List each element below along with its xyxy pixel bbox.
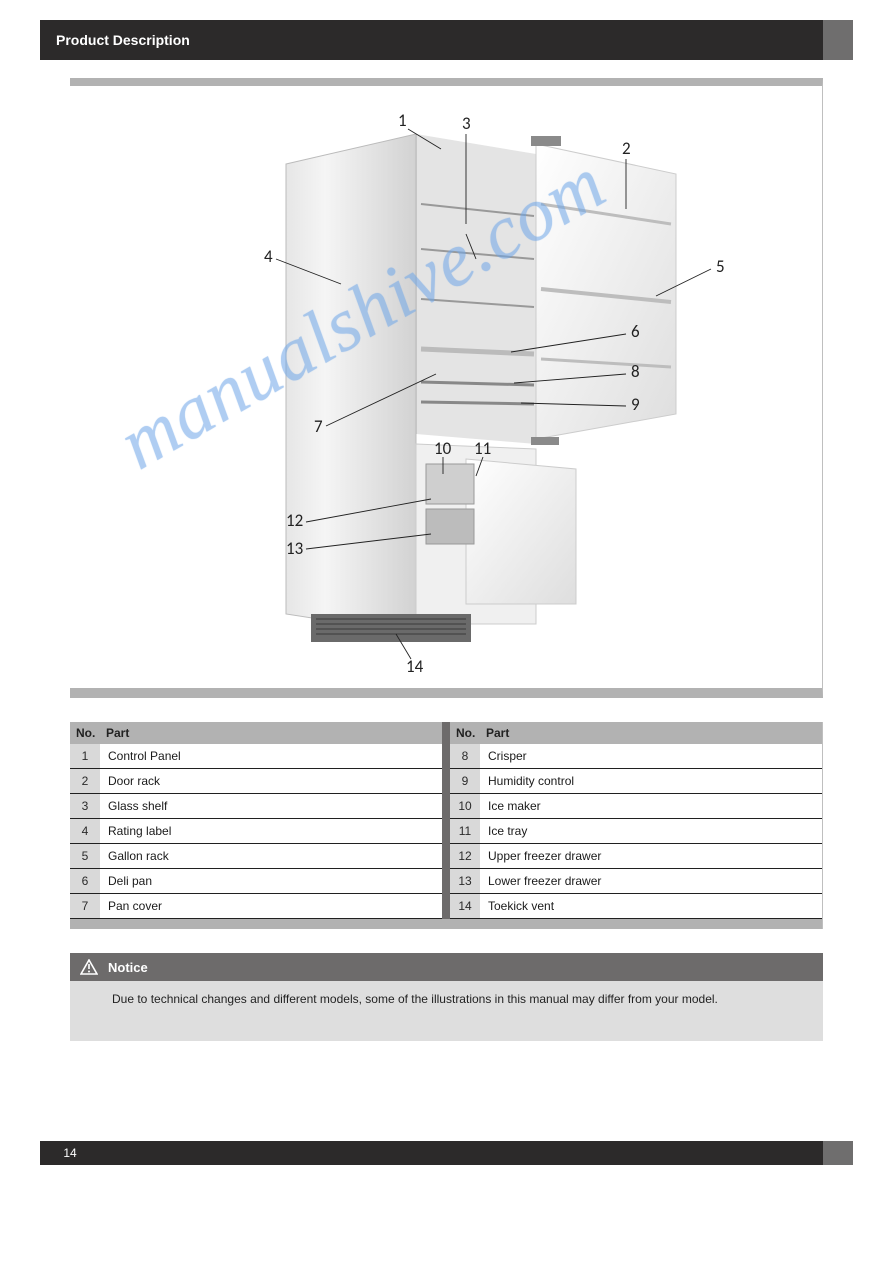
part-number: 2 [70, 769, 100, 793]
callout-7: 7 [314, 416, 323, 437]
parts-table: No. Part No. Part 1Control Panel 2Door r… [70, 722, 823, 929]
col-header-part-left: Part [100, 722, 442, 744]
callout-4: 4 [264, 246, 273, 267]
table-row: 4Rating label [70, 819, 442, 844]
part-number: 1 [70, 744, 100, 768]
table-row: 12Upper freezer drawer [450, 844, 822, 869]
part-number: 12 [450, 844, 480, 868]
parts-left-column: 1Control Panel 2Door rack 3Glass shelf 4… [70, 744, 442, 919]
table-row: 6Deli pan [70, 869, 442, 894]
callout-10: 10 [434, 438, 452, 459]
footer-accent [823, 1141, 853, 1165]
part-number: 14 [450, 894, 480, 918]
callout-1: 1 [398, 110, 407, 131]
table-row: 3Glass shelf [70, 794, 442, 819]
part-name: Lower freezer drawer [480, 874, 822, 888]
part-name: Deli pan [100, 874, 442, 888]
table-row: 11Ice tray [450, 819, 822, 844]
part-number: 8 [450, 744, 480, 768]
page-number: 14 [40, 1141, 100, 1165]
warning-icon [80, 959, 98, 975]
table-row: 10Ice maker [450, 794, 822, 819]
callout-8: 8 [631, 361, 640, 382]
part-name: Control Panel [100, 749, 442, 763]
part-name: Crisper [480, 749, 822, 763]
notice-panel: Notice Due to technical changes and diff… [70, 953, 823, 1041]
part-name: Pan cover [100, 899, 442, 913]
part-name: Door rack [100, 774, 442, 788]
callout-5: 5 [716, 256, 725, 277]
section-header-bar: Product Description [40, 20, 853, 60]
col-header-no-left: No. [70, 722, 100, 744]
part-name: Ice tray [480, 824, 822, 838]
table-row: 7Pan cover [70, 894, 442, 919]
callout-6: 6 [631, 321, 640, 342]
callout-12: 12 [286, 510, 303, 531]
table-row: 1Control Panel [70, 744, 442, 769]
part-number: 4 [70, 819, 100, 843]
part-name: Toekick vent [480, 899, 822, 913]
table-row: 9Humidity control [450, 769, 822, 794]
part-name: Rating label [100, 824, 442, 838]
callout-3: 3 [462, 113, 471, 134]
part-number: 6 [70, 869, 100, 893]
callout-11: 11 [474, 438, 491, 459]
part-number: 7 [70, 894, 100, 918]
parts-table-header: No. Part No. Part [70, 722, 822, 744]
part-name: Upper freezer drawer [480, 849, 822, 863]
callout-9: 9 [631, 394, 640, 415]
page-footer-bar: 14 [40, 1141, 853, 1165]
callout-14: 14 [406, 656, 424, 674]
notice-header: Notice [70, 953, 823, 981]
part-number: 11 [450, 819, 480, 843]
table-row: 8Crisper [450, 744, 822, 769]
part-name: Glass shelf [100, 799, 442, 813]
table-row: 2Door rack [70, 769, 442, 794]
table-row: 5Gallon rack [70, 844, 442, 869]
table-divider [442, 744, 450, 919]
part-name: Humidity control [480, 774, 822, 788]
notice-body-text: Due to technical changes and different m… [106, 981, 823, 1041]
part-number: 5 [70, 844, 100, 868]
callout-13: 13 [286, 538, 303, 559]
part-number: 9 [450, 769, 480, 793]
refrigerator-diagram: 1 3 2 4 5 6 8 [136, 104, 756, 674]
table-row: 13Lower freezer drawer [450, 869, 822, 894]
col-header-no-right: No. [450, 722, 480, 744]
part-number: 13 [450, 869, 480, 893]
table-row: 14Toekick vent [450, 894, 822, 919]
header-accent [823, 20, 853, 60]
part-number: 3 [70, 794, 100, 818]
col-header-part-right: Part [480, 722, 822, 744]
part-name: Gallon rack [100, 849, 442, 863]
part-number: 10 [450, 794, 480, 818]
callout-2: 2 [622, 138, 631, 159]
notice-title: Notice [108, 960, 148, 975]
product-figure-panel: 1 3 2 4 5 6 8 [70, 78, 823, 698]
table-footer-bar [70, 919, 822, 929]
parts-right-column: 8Crisper 9Humidity control 10Ice maker 1… [450, 744, 822, 919]
section-title: Product Description [40, 20, 823, 60]
part-name: Ice maker [480, 799, 822, 813]
